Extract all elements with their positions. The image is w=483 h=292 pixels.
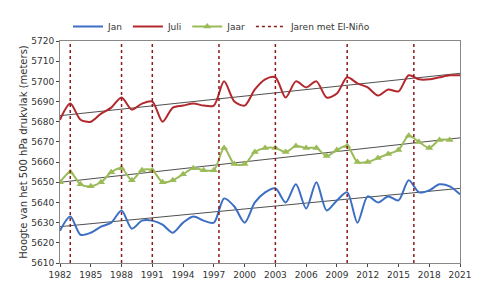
svg-text:2006: 2006 (295, 270, 318, 280)
svg-text:2003: 2003 (264, 270, 287, 280)
svg-text:Hoogte van het 500 hPa drukvla: Hoogte van het 500 hPa drukvlak (meters) (18, 45, 29, 259)
svg-text:5690: 5690 (31, 97, 54, 107)
svg-text:1991: 1991 (141, 270, 164, 280)
svg-text:5670: 5670 (31, 137, 54, 147)
svg-text:2000: 2000 (233, 270, 256, 280)
svg-text:1997: 1997 (202, 270, 225, 280)
svg-text:Jan: Jan (107, 22, 122, 32)
svg-text:1988: 1988 (110, 270, 133, 280)
svg-text:5620: 5620 (31, 238, 54, 248)
svg-text:5650: 5650 (31, 177, 54, 187)
svg-text:5700: 5700 (31, 77, 54, 87)
svg-text:5680: 5680 (31, 117, 54, 127)
svg-text:1982: 1982 (49, 270, 72, 280)
svg-text:Jaar: Jaar (226, 22, 245, 32)
svg-text:Juli: Juli (167, 22, 181, 32)
svg-text:2012: 2012 (356, 270, 379, 280)
svg-text:5660: 5660 (31, 157, 54, 167)
svg-text:1994: 1994 (172, 270, 195, 280)
svg-text:5710: 5710 (31, 56, 54, 66)
svg-text:5720: 5720 (31, 36, 54, 46)
svg-text:Jaren met El-Niño: Jaren met El-Niño (290, 22, 370, 32)
svg-text:2021: 2021 (449, 270, 472, 280)
svg-text:1985: 1985 (79, 270, 102, 280)
svg-text:5640: 5640 (31, 198, 54, 208)
svg-text:5610: 5610 (31, 258, 54, 268)
svg-text:2009: 2009 (325, 270, 348, 280)
svg-text:2018: 2018 (418, 270, 441, 280)
svg-text:5630: 5630 (31, 218, 54, 228)
svg-text:2015: 2015 (387, 270, 410, 280)
